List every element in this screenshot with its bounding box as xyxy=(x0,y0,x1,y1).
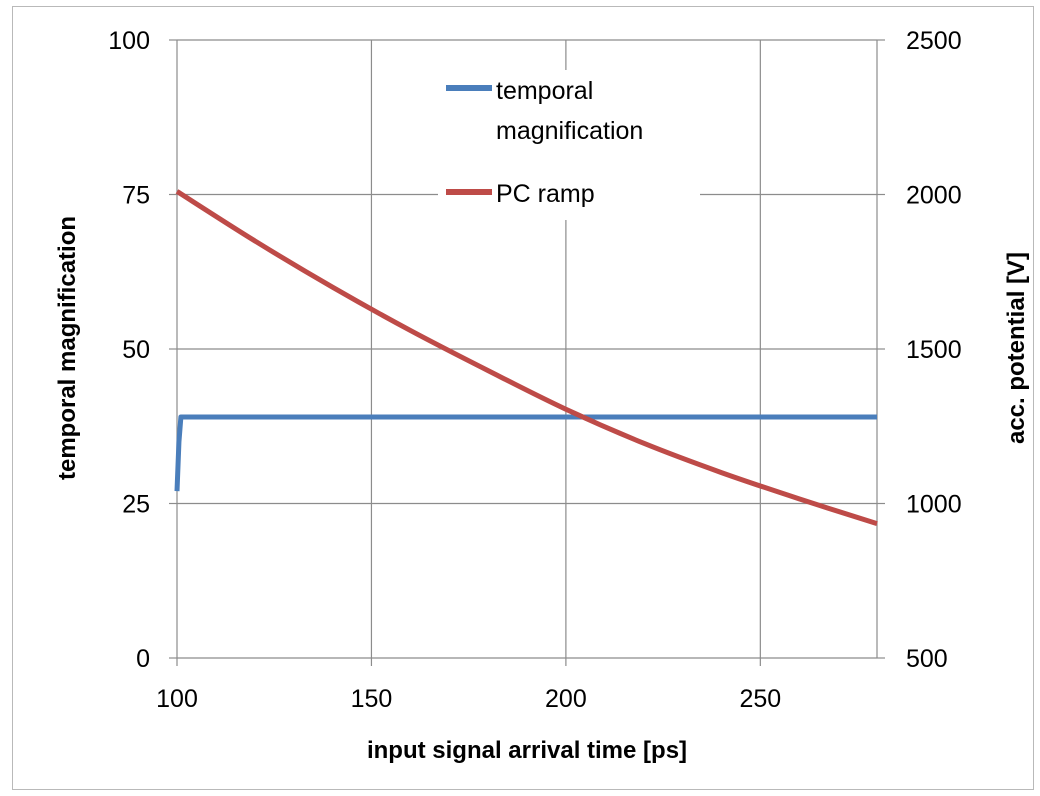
chart-frame xyxy=(12,6,1034,790)
series-line-temporal-magnification xyxy=(174,414,877,492)
y-left-tick-label-0: 0 xyxy=(136,645,150,673)
y-right-tick-label-2500: 2500 xyxy=(906,27,962,55)
x-tick-label-250: 250 xyxy=(739,685,781,713)
y-left-tick-label-100: 100 xyxy=(108,27,150,55)
y-left-axis-title: temporal magnification xyxy=(54,216,81,480)
legend-label-line1: temporal xyxy=(496,77,593,105)
series-line-pc-ramp xyxy=(175,189,878,526)
x-tick-label-200: 200 xyxy=(545,685,587,713)
legend-label-pc-ramp: PC ramp xyxy=(496,180,595,208)
y-right-tick-label-2000: 2000 xyxy=(906,182,962,210)
y-left-tick-label-75: 75 xyxy=(122,182,150,210)
x-axis-title: input signal arrival time [ps] xyxy=(367,737,687,764)
y-right-tick-label-500: 500 xyxy=(906,645,948,673)
legend-label-temporal-magnification: temporal magnification xyxy=(496,77,643,145)
x-tick-label-100: 100 xyxy=(156,685,198,713)
axes-layer: 0 25 50 75 100 500 1000 1500 2000 2500 100 150 200 25… xyxy=(108,27,961,713)
x-tick-label-150: 150 xyxy=(351,685,393,713)
y-right-axis-title: acc. potential [V] xyxy=(1003,252,1030,444)
y-right-tick-label-1500: 1500 xyxy=(906,336,962,364)
series-layer xyxy=(174,189,878,526)
legend: temporal magnification PC ramp xyxy=(438,70,700,220)
legend-label-line2: magnification xyxy=(496,117,643,145)
axis-titles: input signal arrival time [ps] temporal … xyxy=(54,216,1030,764)
y-left-tick-label-50: 50 xyxy=(122,336,150,364)
y-right-tick-label-1000: 1000 xyxy=(906,491,962,519)
y-left-tick-label-25: 25 xyxy=(122,491,150,519)
